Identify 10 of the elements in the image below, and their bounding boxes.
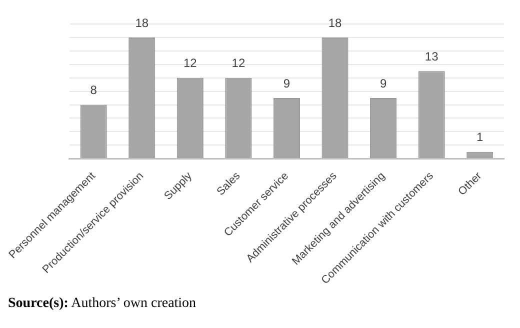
data-label: 1	[476, 130, 484, 144]
data-label: 9	[380, 76, 387, 90]
data-label: 12	[232, 56, 246, 70]
data-label: 13	[424, 49, 439, 64]
data-label: 18	[328, 16, 342, 30]
data-label: 18	[135, 16, 149, 30]
data-label: 9	[283, 76, 290, 90]
data-label: 8	[90, 83, 98, 98]
data-label: 12	[183, 56, 198, 70]
source-note: Source(s): Authors’ own creation	[8, 296, 196, 311]
